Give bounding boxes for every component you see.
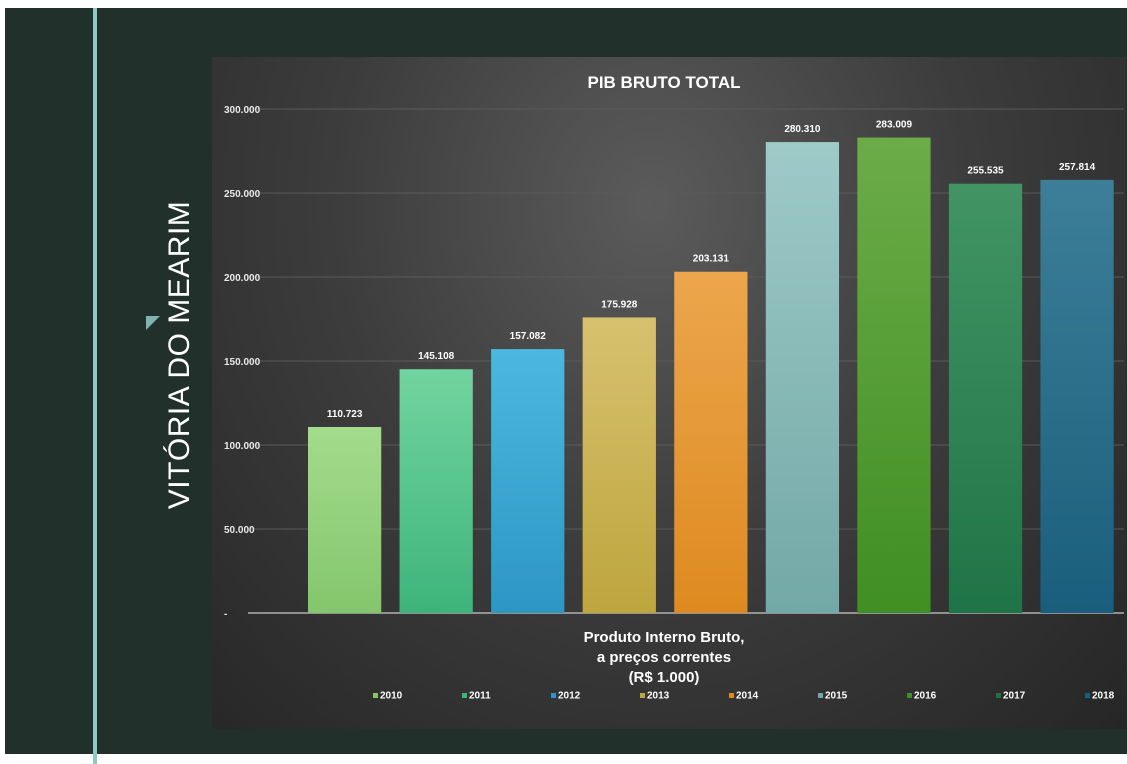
y-tick-label: - <box>224 609 227 620</box>
bar-2014 <box>674 271 748 613</box>
y-tick-label: 250.000 <box>224 189 261 200</box>
bar-2018 <box>1040 179 1114 613</box>
data-label-2014: 203.131 <box>693 254 730 265</box>
legend-label-2013: 2013 <box>647 691 670 702</box>
data-label-2011: 145.108 <box>418 351 455 362</box>
triangle-marker-icon <box>146 316 160 330</box>
legend-label-2014: 2014 <box>736 691 759 702</box>
bar-2010 <box>308 426 382 613</box>
data-label-2018: 257.814 <box>1059 162 1096 173</box>
legend-swatch-2013 <box>640 693 645 698</box>
legend-label-2015: 2015 <box>825 691 848 702</box>
legend-label-2012: 2012 <box>558 691 581 702</box>
bar-2016 <box>857 137 931 614</box>
legend: 2010 2011 2012 2013 2014 2015 2016 2017 2018 <box>373 691 1115 702</box>
legend-swatch-2016 <box>907 693 912 698</box>
legend-swatch-2012 <box>551 693 556 698</box>
labels-layer: - 50.000 100.000 150.000 200.000 250.000 300.0… <box>224 105 1096 620</box>
x-axis-label-line-2: a preços correntes <box>597 649 731 666</box>
legend-swatch-2017 <box>996 693 1001 698</box>
bar-chart: - 50.000 100.000 150.000 200.000 250.000 300.0… <box>224 73 1124 702</box>
data-label-2016: 283.009 <box>876 120 913 131</box>
bar-2015 <box>765 142 840 613</box>
bar-2013 <box>582 317 656 613</box>
bar-2017 <box>948 183 1023 613</box>
legend-swatch-2015 <box>818 693 823 698</box>
data-label-2012: 157.082 <box>510 331 547 342</box>
legend-swatch-2018 <box>1085 693 1090 698</box>
y-tick-label: 300.000 <box>224 105 261 116</box>
data-label-2013: 175.928 <box>601 299 638 310</box>
y-tick-label: 50.000 <box>224 525 255 536</box>
legend-swatch-2010 <box>373 693 378 698</box>
legend-label-2018: 2018 <box>1092 691 1115 702</box>
data-label-2010: 110.723 <box>327 409 363 420</box>
legend-swatch-2014 <box>729 693 734 698</box>
legend-label-2016: 2016 <box>914 691 937 702</box>
legend-label-2017: 2017 <box>1003 691 1026 702</box>
data-label-2015: 280.310 <box>784 124 821 135</box>
legend-swatch-2011 <box>462 693 467 698</box>
x-axis-label-line-3: (R$ 1.000) <box>629 669 700 686</box>
legend-label-2011: 2011 <box>469 691 491 702</box>
chart-title: PIB BRUTO TOTAL <box>588 73 741 92</box>
data-label-2017: 255.535 <box>967 166 1004 177</box>
y-tick-label: 200.000 <box>224 273 261 284</box>
side-title: VITÓRIA DO MEARIM <box>163 200 196 510</box>
bars-layer <box>308 137 1114 614</box>
x-axis-label-line-1: Produto Interno Bruto, <box>584 629 745 646</box>
y-tick-label: 150.000 <box>224 357 261 368</box>
y-tick-label: 100.000 <box>224 441 261 452</box>
bar-2012 <box>491 349 565 613</box>
accent-line <box>93 8 97 764</box>
bar-2011 <box>399 369 473 613</box>
legend-label-2010: 2010 <box>380 691 403 702</box>
chart-area: - 50.000 100.000 150.000 200.000 250.000 300.0… <box>212 57 1126 729</box>
